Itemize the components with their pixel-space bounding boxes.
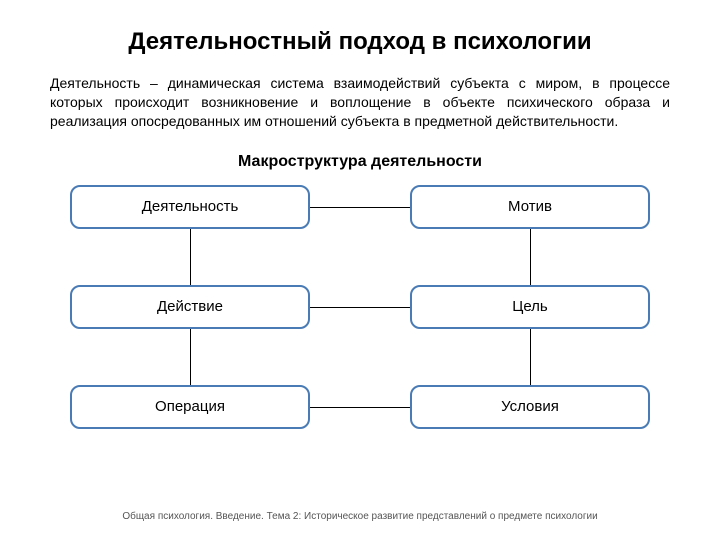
diagram-node-condition: Условия bbox=[410, 385, 650, 429]
diagram-node-activity: Деятельность bbox=[70, 185, 310, 229]
footer-text: Общая психология. Введение. Тема 2: Исто… bbox=[0, 511, 720, 522]
diagram-node-action: Действие bbox=[70, 285, 310, 329]
diagram-edge bbox=[190, 229, 191, 285]
diagram-node-motive: Мотив bbox=[410, 185, 650, 229]
macrostructure-diagram: Деятельность Мотив Действие Цель Операция Усл… bbox=[50, 185, 670, 475]
diagram-node-operation: Операция bbox=[70, 385, 310, 429]
diagram-edge bbox=[310, 207, 410, 208]
diagram-edge bbox=[190, 329, 191, 385]
diagram-edge bbox=[310, 407, 410, 408]
diagram-node-goal: Цель bbox=[410, 285, 650, 329]
diagram-edge bbox=[530, 329, 531, 385]
diagram-edge bbox=[310, 307, 410, 308]
diagram-subtitle: Макроструктура деятельности bbox=[50, 153, 670, 171]
diagram-edge bbox=[530, 229, 531, 285]
definition-text: Деятельность – динамическая система взаи… bbox=[50, 74, 670, 131]
page-title: Деятельностный подход в психологии bbox=[50, 28, 670, 56]
